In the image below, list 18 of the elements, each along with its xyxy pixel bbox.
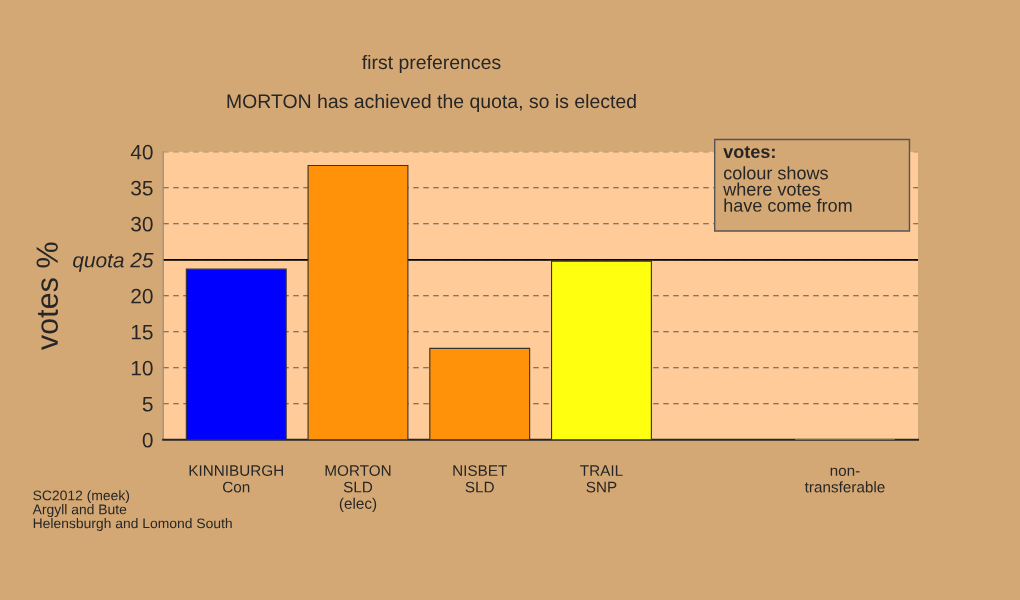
y-tick-label: 35	[131, 180, 153, 196]
x-tick-label: NISBET SLD	[453, 465, 507, 493]
y-tick-label: 10	[131, 360, 153, 376]
y-tick-label: 5	[142, 397, 153, 412]
x-tick-label: TRAIL SNP	[580, 465, 623, 493]
y-tick-label: 20	[131, 288, 153, 304]
y-tick-label: 40	[130, 144, 153, 160]
y-axis-title: votes %	[36, 242, 59, 351]
y-tick-label: 30	[131, 216, 153, 232]
y-tick-label: quota 25	[73, 252, 154, 272]
y-tick-label: 0	[142, 432, 153, 448]
y-tick-label: 15	[131, 325, 153, 340]
chart-title: first preferences	[362, 54, 501, 74]
x-tick-label: MORTON SLD (elec)	[325, 465, 391, 512]
annotation: votes:	[723, 146, 775, 159]
x-tick-label: non- transferable	[804, 467, 885, 493]
annotation: colour shows where votes have come from	[723, 166, 852, 212]
chart-subtitle: MORTON has achieved the quota, so is elected	[227, 93, 636, 113]
